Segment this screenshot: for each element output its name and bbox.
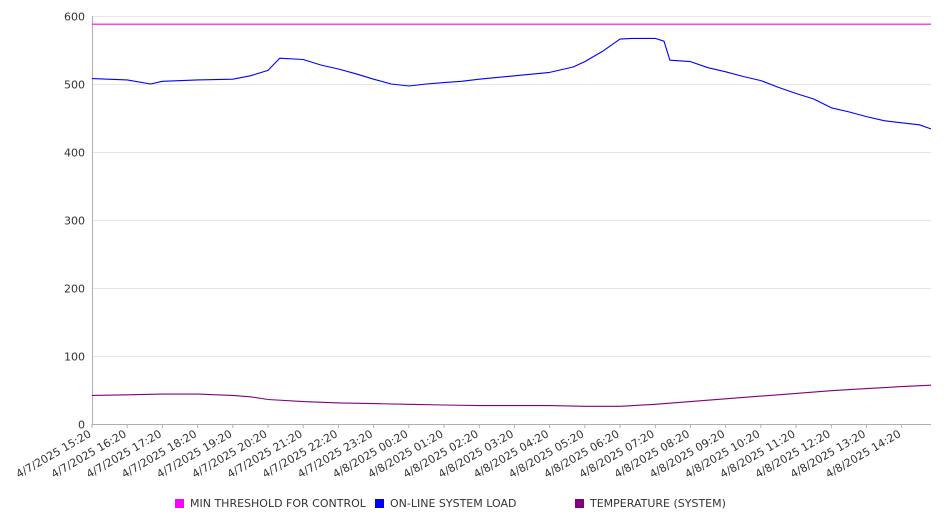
- legend-item-threshold[interactable]: MIN THRESHOLD FOR CONTROL: [175, 497, 366, 510]
- legend-item-temperature[interactable]: TEMPERATURE (SYSTEM): [575, 497, 726, 510]
- axes: [92, 16, 931, 425]
- legend-swatch-threshold: [175, 499, 184, 508]
- series-layer: [91, 23, 932, 407]
- legend-label-threshold: MIN THRESHOLD FOR CONTROL: [190, 497, 366, 510]
- x-tick-labels: 4/7/2025 15:204/7/2025 16:204/7/2025 17:…: [14, 424, 903, 481]
- y-tick-labels: 0 100 200 300 400 500 600: [64, 11, 85, 432]
- y-tick-label: 0: [78, 419, 85, 432]
- legend-label-system-load: ON-LINE SYSTEM LOAD: [390, 497, 517, 510]
- series-line-temperature: [91, 384, 932, 407]
- y-tick-label: 300: [64, 215, 85, 228]
- legend-label-temperature: TEMPERATURE (SYSTEM): [590, 497, 726, 510]
- legend-swatch-temperature: [575, 499, 584, 508]
- legend-item-system-load[interactable]: ON-LINE SYSTEM LOAD: [375, 497, 516, 510]
- gridlines: [92, 16, 931, 357]
- y-tick-label: 500: [64, 79, 85, 92]
- y-tick-label: 200: [64, 283, 85, 296]
- legend: MIN THRESHOLD FOR CONTROL ON-LINE SYSTEM…: [0, 497, 946, 515]
- legend-swatch-system-load: [375, 499, 384, 508]
- y-tick-label: 400: [64, 147, 85, 160]
- y-tick-label: 100: [64, 351, 85, 364]
- y-tick-label: 600: [64, 11, 85, 24]
- series-line-system-load: [91, 37, 932, 130]
